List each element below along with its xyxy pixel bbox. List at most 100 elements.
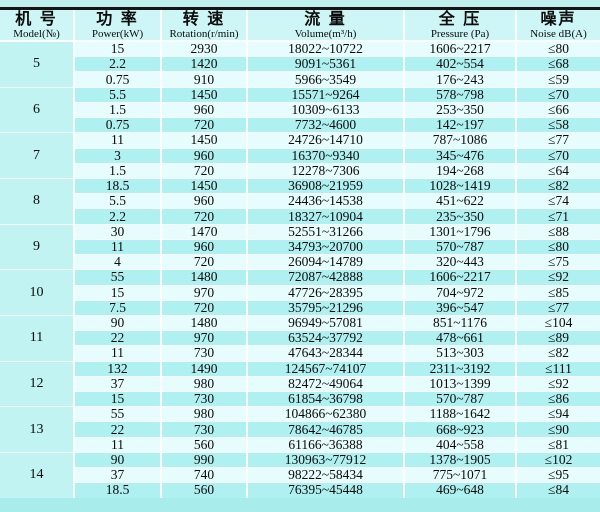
column-header-noise-en: Noise dB(A) — [530, 27, 587, 40]
power-cell: 3 — [75, 148, 160, 163]
rotation-cell: 560 — [162, 437, 246, 452]
noise-cell: ≤104 — [517, 315, 600, 331]
noise-cell: ≤102 — [517, 452, 600, 468]
rotation-cell: 720 — [162, 300, 246, 315]
noise-cell: ≤86 — [517, 392, 600, 407]
pressure-cell: 176~243 — [405, 72, 515, 87]
noise-cell: ≤71 — [517, 209, 600, 224]
pressure-cell: 2311~3192 — [405, 361, 515, 376]
volume-cell: 96949~57081 — [248, 315, 403, 331]
volume-cell: 24436~14538 — [248, 194, 403, 209]
rotation-cell: 980 — [162, 407, 246, 422]
power-cell: 132 — [75, 361, 160, 376]
top-rule — [0, 7, 600, 10]
volume-cell: 47643~28344 — [248, 346, 403, 361]
volume-cell: 18327~10904 — [248, 209, 403, 224]
power-cell: 30 — [75, 224, 160, 239]
noise-cell: ≤70 — [517, 87, 600, 102]
pressure-cell: 478~661 — [405, 331, 515, 346]
rotation-cell: 1450 — [162, 178, 246, 194]
rotation-cell: 1480 — [162, 315, 246, 331]
column-header-pressure: 全 压 Pressure (Pa) — [405, 10, 515, 40]
model-cell: 14 — [0, 452, 73, 498]
volume-cell: 104866~62380 — [248, 407, 403, 422]
pressure-cell: 1188~1642 — [405, 407, 515, 422]
power-cell: 11 — [75, 437, 160, 452]
power-cell: 18.5 — [75, 178, 160, 194]
pressure-cell: 1606~2217 — [405, 42, 515, 57]
power-cell: 55 — [75, 270, 160, 285]
power-cell: 11 — [75, 346, 160, 361]
rotation-cell: 1490 — [162, 361, 246, 376]
column-header-pressure-zh: 全 压 — [438, 10, 482, 28]
power-cell: 7.5 — [75, 300, 160, 315]
volume-cell: 47726~28395 — [248, 285, 403, 300]
pressure-cell: 396~547 — [405, 300, 515, 315]
power-cell: 11 — [75, 133, 160, 148]
top-strip — [0, 0, 600, 7]
volume-cell: 24726~14710 — [248, 133, 403, 148]
rotation-cell: 720 — [162, 163, 246, 178]
noise-cell: ≤82 — [517, 346, 600, 361]
power-cell: 2.2 — [75, 209, 160, 224]
column-header-pressure-en: Pressure (Pa) — [430, 27, 490, 40]
volume-cell: 7732~4600 — [248, 118, 403, 133]
column-header-power-zh: 功 率 — [96, 10, 139, 28]
model-cell: 10 — [0, 270, 73, 315]
model-cell: 12 — [0, 361, 73, 407]
pressure-cell: 1028~1419 — [405, 178, 515, 194]
noise-cell: ≤89 — [517, 331, 600, 346]
rotation-cell: 960 — [162, 102, 246, 118]
power-cell: 15 — [75, 392, 160, 407]
volume-cell: 15571~9264 — [248, 87, 403, 102]
volume-cell: 9091~5361 — [248, 57, 403, 72]
column-header-model-zh: 机 号 — [15, 10, 58, 28]
noise-cell: ≤85 — [517, 285, 600, 300]
noise-cell: ≤80 — [517, 42, 600, 57]
rotation-cell: 970 — [162, 285, 246, 300]
pressure-cell: 469~648 — [405, 483, 515, 498]
rotation-cell: 1450 — [162, 87, 246, 102]
power-cell: 2.2 — [75, 57, 160, 72]
volume-cell: 52551~31266 — [248, 224, 403, 239]
rotation-cell: 1450 — [162, 133, 246, 148]
noise-cell: ≤92 — [517, 376, 600, 392]
volume-cell: 72087~42888 — [248, 270, 403, 285]
noise-cell: ≤77 — [517, 300, 600, 315]
power-cell: 0.75 — [75, 72, 160, 87]
pressure-cell: 513~303 — [405, 346, 515, 361]
pressure-cell: 851~1176 — [405, 315, 515, 331]
power-cell: 15 — [75, 285, 160, 300]
column-header-power: 功 率 Power(kW) — [75, 10, 160, 40]
noise-cell: ≤111 — [517, 361, 600, 376]
power-cell: 55 — [75, 407, 160, 422]
noise-cell: ≤90 — [517, 422, 600, 437]
column-header-rotation: 转 速 Rotation(r/min) — [162, 10, 246, 40]
rotation-cell: 960 — [162, 239, 246, 255]
power-cell: 4 — [75, 255, 160, 270]
noise-cell: ≤64 — [517, 163, 600, 178]
rotation-cell: 1480 — [162, 270, 246, 285]
rotation-cell: 2930 — [162, 42, 246, 57]
model-cell: 6 — [0, 87, 73, 133]
pressure-cell: 1378~1905 — [405, 452, 515, 468]
pressure-cell: 570~787 — [405, 239, 515, 255]
pressure-cell: 578~798 — [405, 87, 515, 102]
rotation-cell: 560 — [162, 483, 246, 498]
noise-cell: ≤80 — [517, 239, 600, 255]
noise-cell: ≤75 — [517, 255, 600, 270]
rotation-cell: 960 — [162, 194, 246, 209]
volume-cell: 12278~7306 — [248, 163, 403, 178]
column-header-noise-zh: 噪声 — [540, 10, 577, 28]
rotation-cell: 960 — [162, 148, 246, 163]
noise-cell: ≤81 — [517, 437, 600, 452]
power-cell: 37 — [75, 468, 160, 483]
power-cell: 15 — [75, 42, 160, 57]
column-header-model-en: Model(№) — [13, 27, 60, 40]
power-cell: 5.5 — [75, 87, 160, 102]
volume-cell: 61854~36798 — [248, 392, 403, 407]
noise-cell: ≤70 — [517, 148, 600, 163]
model-cell: 11 — [0, 315, 73, 361]
pressure-cell: 345~476 — [405, 148, 515, 163]
